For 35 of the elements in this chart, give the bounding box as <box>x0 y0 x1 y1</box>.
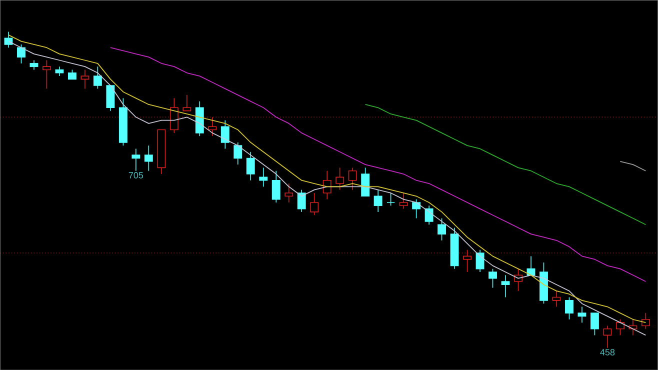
candlestick <box>68 69 76 80</box>
candlestick <box>438 218 446 241</box>
candlestick <box>374 189 382 212</box>
candlestick <box>208 116 217 136</box>
candlestick <box>106 85 115 112</box>
candlestick <box>234 142 242 165</box>
candlestick <box>501 274 510 298</box>
candlestick <box>399 192 408 210</box>
candlestick <box>284 183 294 203</box>
candlestick <box>132 148 140 172</box>
candlestick <box>93 66 102 90</box>
candlestick <box>578 306 586 323</box>
candlestick <box>488 268 497 288</box>
candlestick <box>565 296 574 320</box>
candlestick <box>17 44 26 64</box>
candlestick <box>246 151 255 181</box>
annotation: 458 <box>600 348 615 356</box>
candlestick <box>361 167 370 196</box>
candlestick <box>552 290 561 308</box>
candlestick <box>272 170 280 203</box>
candlestick <box>590 312 599 336</box>
candlestick <box>4 31 13 48</box>
candlestick <box>55 66 64 76</box>
candlestick <box>424 205 434 225</box>
candlestick <box>259 167 268 187</box>
candlestick <box>30 60 38 70</box>
candlestick <box>603 325 612 348</box>
candlestick <box>348 167 357 190</box>
candlestick <box>386 192 396 206</box>
candlestick <box>80 69 90 90</box>
annotation: 705 <box>128 172 144 178</box>
candlestick <box>322 170 332 200</box>
candlestick <box>297 189 306 212</box>
candlestick <box>220 120 230 150</box>
candlestick <box>144 145 153 172</box>
